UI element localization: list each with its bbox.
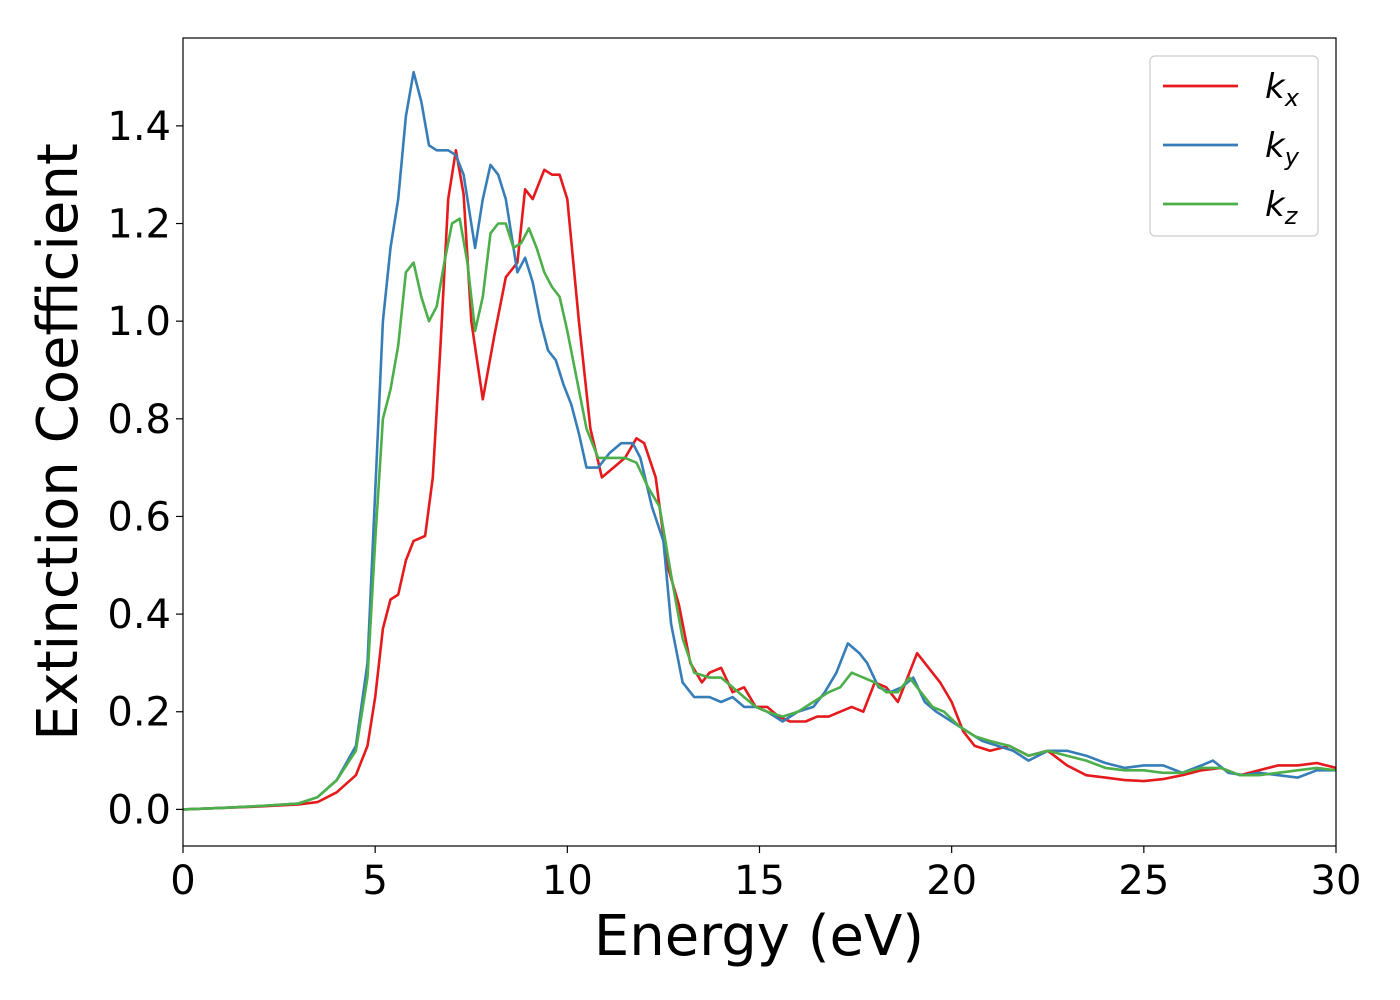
y-tick-label: 1.2 [107, 202, 171, 248]
x-tick-label: 5 [362, 858, 387, 904]
legend-label-k_x: kx [1265, 67, 1300, 112]
y-tick-label: 0.4 [107, 592, 171, 638]
y-axis-title: Extinction Coefficient [26, 143, 91, 741]
series-line-k_y [183, 70, 1336, 811]
x-tick-label: 30 [1311, 858, 1362, 904]
series-line-k_z [183, 217, 1336, 811]
y-tick-label: 1.4 [107, 104, 171, 150]
plot-frame [182, 37, 1337, 847]
y-tick-label: 0.0 [107, 787, 171, 833]
y-tick-label: 0.2 [107, 690, 171, 736]
series-line-k_x [183, 149, 1336, 811]
y-tick-label: 0.8 [107, 397, 171, 443]
y-tick-label: 0.6 [107, 494, 171, 540]
x-tick-label: 10 [542, 858, 593, 904]
y-tick-label: 1.0 [107, 299, 171, 345]
x-tick-label: 20 [926, 858, 977, 904]
legend: kx ky kz [1149, 55, 1319, 237]
x-tick-label: 15 [734, 858, 785, 904]
x-tick-label: 25 [1118, 858, 1169, 904]
y-axis-ticks: 0.0 0.2 0.4 0.6 0.8 1.0 1.2 1.4 [107, 104, 183, 833]
legend-label-k_y: ky [1265, 126, 1300, 171]
x-axis-ticks: 0 5 10 15 20 25 30 [170, 846, 1361, 904]
plot-lines [183, 70, 1336, 811]
legend-label-k_z: kz [1265, 185, 1299, 230]
x-axis-title: Energy (eV) [594, 904, 924, 969]
x-tick-label: 0 [170, 858, 195, 904]
